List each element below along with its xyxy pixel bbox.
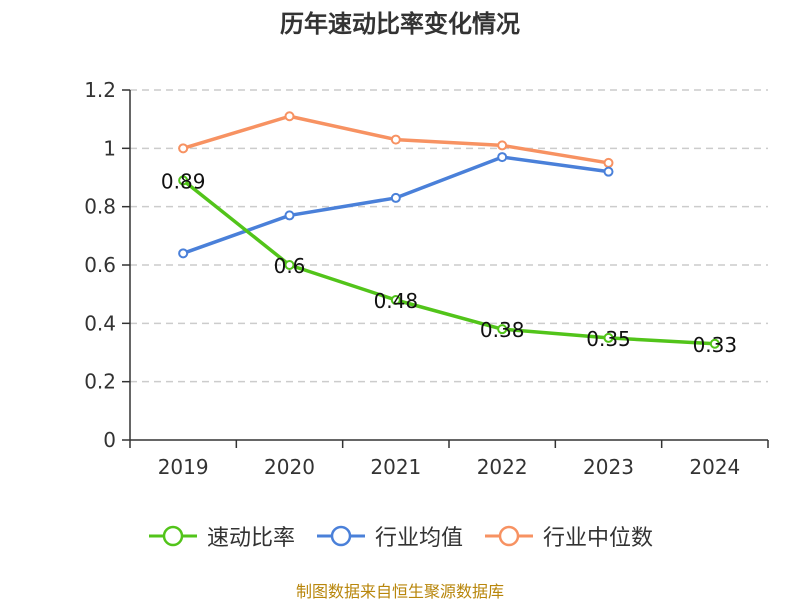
data-label: 0.89 [161, 169, 206, 193]
data-point-series-2 [497, 152, 508, 163]
data-label: 0.6 [274, 254, 306, 278]
data-point-series-2 [390, 192, 401, 203]
data-point-series-1 [603, 332, 614, 343]
y-tick-label: 0 [103, 428, 116, 452]
data-point-series-3 [390, 134, 401, 145]
data-point-series-3 [603, 157, 614, 168]
y-tick-label: 1 [103, 136, 116, 160]
legend-item-series-1[interactable]: 速动比率 [147, 520, 295, 552]
data-point-series-1 [709, 338, 720, 349]
y-tick-label: 1.2 [84, 78, 116, 102]
x-tick-label: 2020 [264, 455, 315, 479]
legend-line-icon [485, 525, 533, 547]
data-point-series-2 [603, 166, 614, 177]
chart-title: 历年速动比率变化情况 [280, 10, 520, 38]
legend-label-series-2: 行业均值 [374, 526, 463, 551]
data-point-series-2 [284, 210, 295, 221]
data-point-series-1 [497, 324, 508, 335]
legend-line-icon [316, 525, 365, 547]
legend: 速动比率 行业均值 行业中位数 [0, 520, 800, 552]
y-tick-label: 0.8 [84, 195, 116, 219]
x-tick-label: 2021 [370, 455, 421, 479]
data-point-series-3 [497, 140, 508, 151]
data-point-series-2 [178, 248, 189, 259]
legend-item-series-3[interactable]: 行业中位数 [483, 520, 653, 552]
data-label: 0.33 [693, 333, 738, 357]
legend-label-series-3: 行业中位数 [543, 526, 654, 551]
series-line-1 [182, 179, 715, 346]
data-point-series-3 [284, 111, 295, 122]
data-label: 0.35 [586, 327, 631, 351]
source-note: 制图数据来自恒生聚源数据库 [295, 582, 504, 601]
x-tick-label: 2019 [158, 455, 209, 479]
y-tick-label: 0.2 [84, 370, 116, 394]
data-label: 0.48 [374, 289, 419, 313]
legend-label-series-1: 速动比率 [206, 526, 295, 551]
series-line-2 [182, 155, 609, 255]
data-point-series-1 [178, 175, 189, 186]
data-point-series-1 [284, 260, 295, 270]
x-tick-label: 2024 [689, 455, 740, 479]
legend-item-series-2[interactable]: 行业均值 [315, 520, 463, 552]
data-point-series-3 [178, 143, 189, 154]
x-tick-label: 2022 [477, 455, 528, 479]
legend-line-icon [148, 525, 197, 547]
data-label: 0.38 [480, 318, 525, 342]
y-tick-label: 0.6 [84, 253, 116, 277]
x-tick-label: 2023 [583, 455, 634, 479]
y-tick-label: 0.4 [84, 311, 116, 335]
data-point-series-1 [390, 295, 401, 305]
